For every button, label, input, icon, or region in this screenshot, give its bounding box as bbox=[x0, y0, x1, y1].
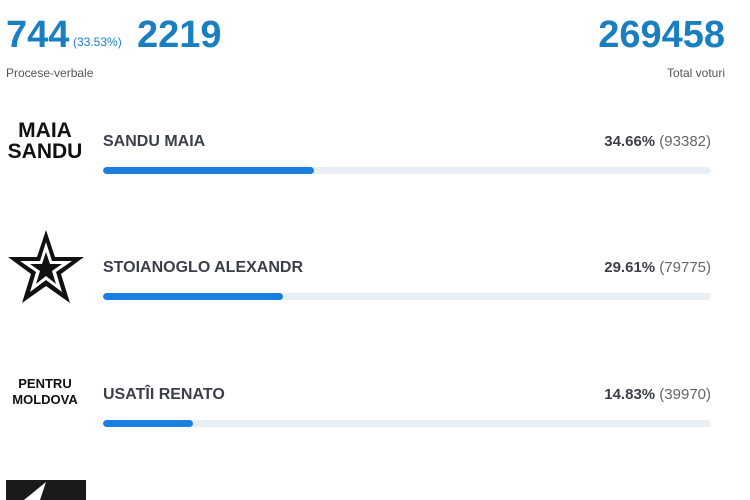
candidate-name: USATÎI RENATO bbox=[103, 386, 225, 403]
logo: PENTRU MOLDOVA bbox=[4, 377, 86, 406]
votes: (79775) bbox=[659, 259, 711, 276]
candidate-result: 29.61% (79775) bbox=[604, 259, 711, 276]
star-logo bbox=[8, 230, 84, 303]
percent: 14.83% bbox=[604, 386, 656, 403]
votes: (93382) bbox=[659, 133, 711, 150]
votes: (39970) bbox=[659, 386, 711, 403]
progress-bar bbox=[103, 167, 314, 174]
logo-line: PENTRU bbox=[18, 376, 72, 391]
reports-label: Procese-verbale bbox=[6, 66, 94, 80]
percent: 29.61% bbox=[604, 259, 656, 276]
logo: MAIA SANDU bbox=[6, 120, 84, 162]
processed-count: 744 bbox=[6, 14, 70, 56]
candidate-name: STOIANOGLO ALEXANDR bbox=[103, 259, 304, 276]
logo-line: SANDU bbox=[7, 140, 83, 163]
progress-track bbox=[103, 293, 711, 300]
progress-bar bbox=[103, 293, 284, 300]
total-votes: 269458 bbox=[598, 14, 725, 56]
votes-label: Total voturi bbox=[666, 66, 725, 80]
candidate-result: 14.83% (39970) bbox=[604, 386, 711, 403]
logo-line: MAIA bbox=[18, 119, 72, 142]
partial-logo bbox=[6, 480, 86, 500]
total-reports: 2219 bbox=[137, 14, 222, 56]
logo-line: MOLDOVA bbox=[12, 392, 78, 407]
progress-track bbox=[103, 420, 711, 427]
percent: 34.66% bbox=[604, 133, 656, 150]
progress-bar bbox=[103, 420, 194, 427]
candidate-result: 34.66% (93382) bbox=[604, 133, 711, 150]
candidate-name: SANDU MAIA bbox=[103, 133, 206, 150]
processed-percent: (33.53%) bbox=[73, 35, 122, 49]
progress-track bbox=[103, 167, 711, 174]
